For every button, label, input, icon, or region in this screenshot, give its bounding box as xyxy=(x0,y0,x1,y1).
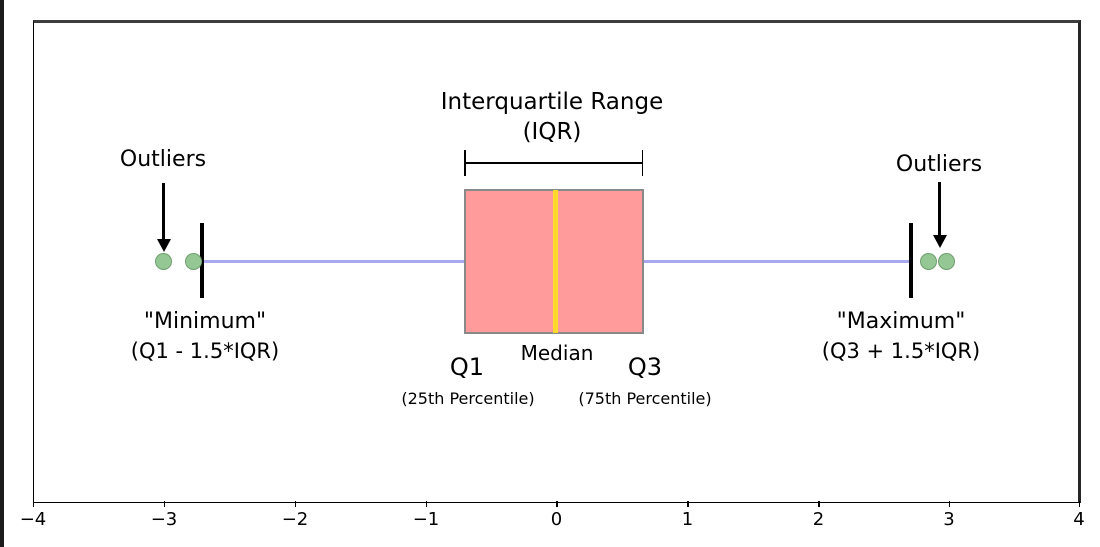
median-label: Median xyxy=(520,341,594,365)
outlier-point xyxy=(154,253,172,270)
x-tick-label: 2 xyxy=(812,509,825,530)
chart-title-line2: (IQR) xyxy=(522,119,582,145)
x-axis-tick xyxy=(556,500,558,507)
whisker-cap-minimum xyxy=(200,223,204,298)
x-tick-label: 0 xyxy=(550,509,563,530)
chart-title-line1: Interquartile Range xyxy=(440,89,664,115)
q1-label: Q1 xyxy=(449,353,485,381)
outlier-point xyxy=(184,253,202,270)
whisker-left xyxy=(204,260,464,263)
x-axis-tick xyxy=(948,500,950,507)
median-line xyxy=(553,190,558,333)
outliers-right-label: Outliers xyxy=(895,152,983,177)
q3-percentile-label: (75th Percentile) xyxy=(578,389,712,408)
outliers-right-arrow-head xyxy=(932,235,947,248)
iqr-bracket-left-cap xyxy=(464,150,466,176)
x-tick-label: 3 xyxy=(943,509,955,530)
q3-label: Q3 xyxy=(627,353,663,381)
whisker-right xyxy=(644,260,911,263)
x-tick-label: −3 xyxy=(150,509,178,530)
iqr-bracket-line xyxy=(464,162,643,164)
x-tick-label: −2 xyxy=(281,509,309,530)
whisker-cap-maximum xyxy=(909,223,913,298)
x-tick-label: −1 xyxy=(412,509,440,530)
x-axis-tick xyxy=(818,500,820,507)
x-axis-tick xyxy=(1078,500,1080,507)
window-edge-bar xyxy=(0,0,4,547)
iqr-bracket-right-cap xyxy=(641,150,643,176)
outliers-left-label: Outliers xyxy=(119,147,207,172)
maximum-formula-label: (Q3 + 1.5*IQR) xyxy=(821,339,981,363)
outlier-point xyxy=(919,253,937,270)
outliers-left-arrow-line xyxy=(162,183,165,240)
x-axis-tick xyxy=(163,500,165,507)
outlier-point xyxy=(937,253,955,270)
outliers-left-arrow-head xyxy=(156,239,171,252)
outliers-right-arrow-line xyxy=(938,182,941,236)
x-axis-tick xyxy=(294,500,296,507)
x-axis-tick xyxy=(32,500,34,507)
x-axis-tick xyxy=(425,500,427,507)
x-axis-tick xyxy=(687,500,689,507)
x-tick-label: −4 xyxy=(19,509,47,530)
x-tick-label: 1 xyxy=(681,509,694,530)
minimum-formula-label: (Q1 - 1.5*IQR) xyxy=(130,339,280,363)
x-tick-label: 4 xyxy=(1073,509,1085,530)
chart-title: Interquartile Range (IQR) xyxy=(382,87,722,147)
q1-percentile-label: (25th Percentile) xyxy=(401,389,535,408)
minimum-label: "Minimum" xyxy=(143,309,267,334)
maximum-label: "Maximum" xyxy=(836,309,966,334)
